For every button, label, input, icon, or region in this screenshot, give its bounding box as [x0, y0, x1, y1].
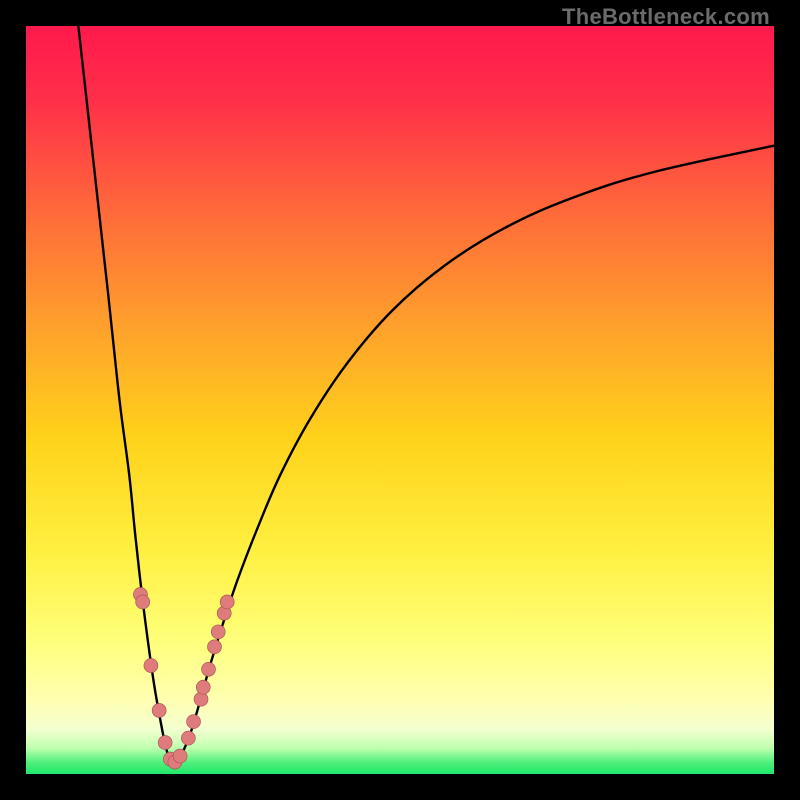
- data-marker: [196, 680, 210, 694]
- chart-frame: TheBottleneck.com: [0, 0, 800, 800]
- v-curve-path: [78, 26, 774, 767]
- plot-area: [26, 26, 774, 774]
- data-marker: [181, 731, 195, 745]
- watermark-text: TheBottleneck.com: [562, 4, 770, 30]
- marker-group: [133, 587, 234, 769]
- data-marker: [136, 595, 150, 609]
- data-marker: [158, 736, 172, 750]
- data-marker: [220, 595, 234, 609]
- data-marker: [173, 749, 187, 763]
- data-marker: [208, 640, 222, 654]
- data-marker: [194, 692, 208, 706]
- data-marker: [152, 703, 166, 717]
- data-marker: [211, 625, 225, 639]
- bottleneck-curve: [26, 26, 774, 774]
- data-marker: [144, 659, 158, 673]
- data-marker: [187, 715, 201, 729]
- data-marker: [202, 662, 216, 676]
